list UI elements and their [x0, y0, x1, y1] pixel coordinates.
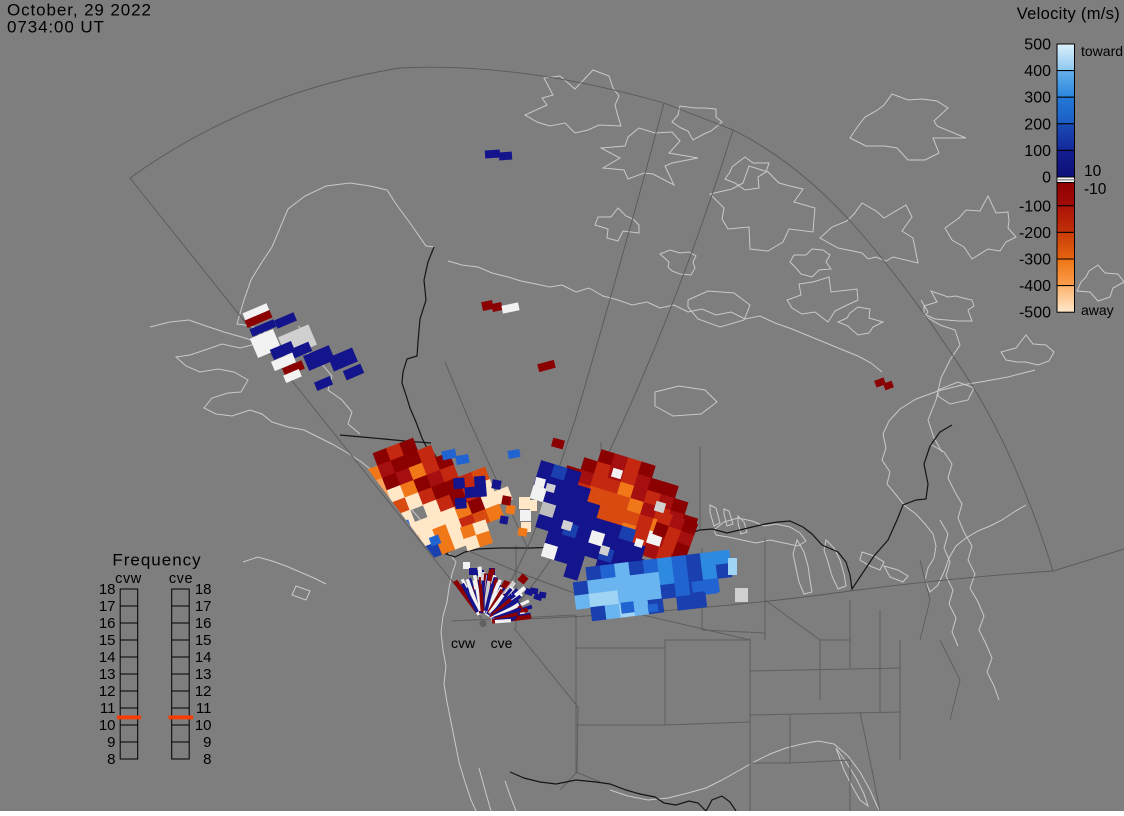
svg-text:cvw: cvw [115, 571, 142, 587]
svg-text:10: 10 [195, 717, 212, 734]
svg-text:500: 500 [1024, 37, 1051, 54]
svg-text:-10: -10 [1084, 181, 1107, 198]
svg-text:away: away [1081, 302, 1114, 318]
svg-text:8: 8 [107, 751, 115, 768]
svg-text:14: 14 [195, 649, 212, 666]
svg-text:Velocity (m/s): Velocity (m/s) [1017, 5, 1120, 23]
svg-text:10: 10 [99, 717, 116, 734]
svg-text:-400: -400 [1019, 278, 1051, 295]
svg-text:Frequency: Frequency [112, 551, 201, 570]
svg-text:10: 10 [1084, 163, 1102, 180]
svg-text:18: 18 [99, 581, 116, 598]
svg-text:toward: toward [1081, 43, 1123, 59]
svg-text:15: 15 [195, 632, 212, 649]
svg-text:0734:00 UT: 0734:00 UT [7, 18, 105, 37]
svg-text:16: 16 [99, 615, 116, 632]
svg-text:16: 16 [195, 615, 212, 632]
svg-text:cve: cve [169, 571, 193, 587]
svg-text:-500: -500 [1019, 305, 1051, 322]
svg-text:cve: cve [491, 635, 513, 651]
svg-text:-300: -300 [1019, 252, 1051, 269]
svg-text:October, 29 2022: October, 29 2022 [7, 1, 152, 20]
svg-text:12: 12 [195, 683, 212, 700]
svg-text:-200: -200 [1019, 225, 1051, 242]
svg-text:13: 13 [195, 666, 212, 683]
svg-text:14: 14 [99, 649, 116, 666]
svg-text:13: 13 [99, 666, 116, 683]
svg-text:200: 200 [1024, 116, 1051, 133]
svg-text:300: 300 [1024, 90, 1051, 107]
svg-text:9: 9 [203, 734, 211, 751]
svg-text:0: 0 [1042, 170, 1051, 187]
svg-text:15: 15 [99, 632, 116, 649]
svg-text:-100: -100 [1019, 198, 1051, 215]
svg-text:100: 100 [1024, 143, 1051, 160]
svg-text:12: 12 [99, 683, 116, 700]
svg-text:17: 17 [99, 598, 116, 615]
svg-text:400: 400 [1024, 63, 1051, 80]
svg-text:18: 18 [195, 581, 212, 598]
svg-text:8: 8 [203, 751, 211, 768]
svg-text:11: 11 [100, 700, 116, 717]
svg-text:11: 11 [196, 700, 212, 717]
svg-text:9: 9 [107, 734, 115, 751]
svg-text:cvw: cvw [451, 635, 476, 651]
svg-text:17: 17 [195, 598, 212, 615]
